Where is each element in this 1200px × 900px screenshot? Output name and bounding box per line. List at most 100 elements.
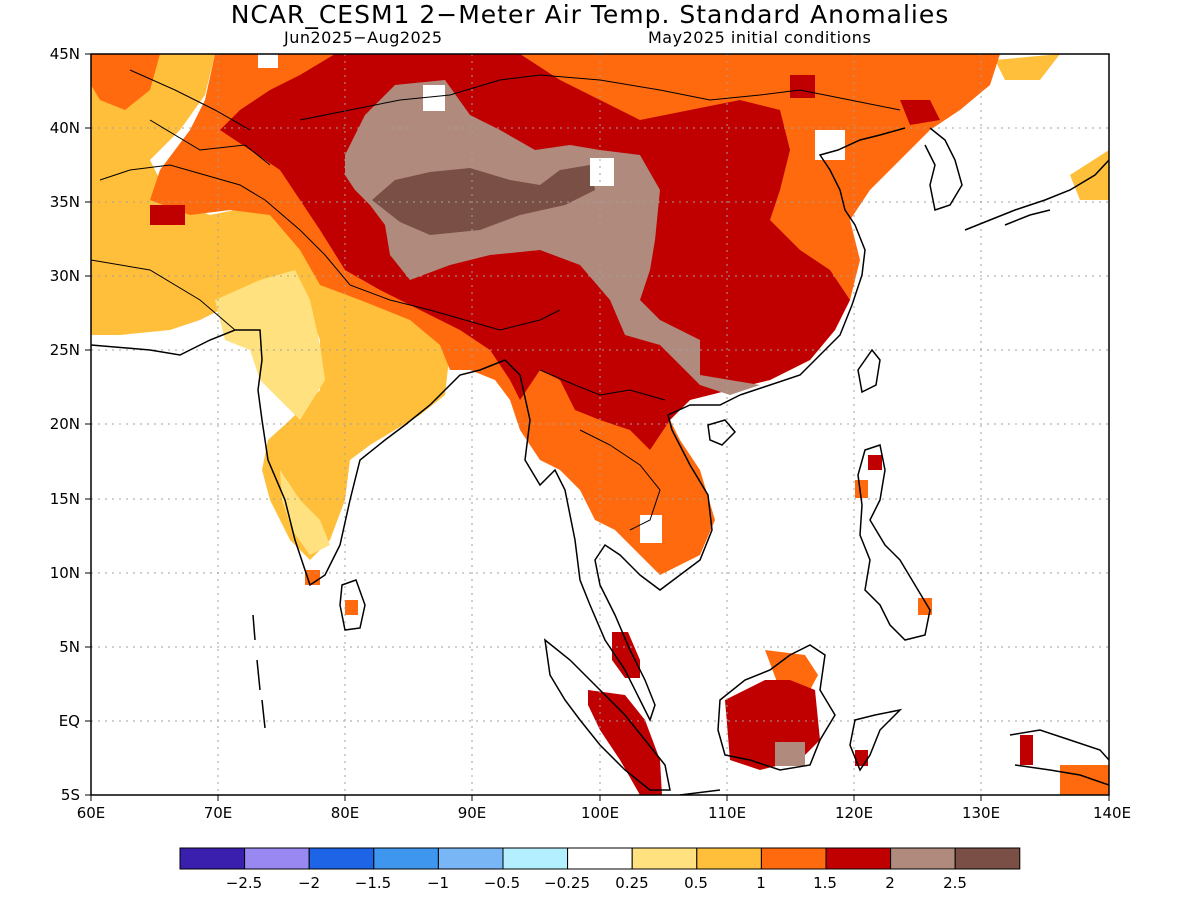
lat-label: EQ: [59, 712, 80, 730]
colorbar-swatch: [696, 847, 762, 870]
lon-label: 100E: [581, 804, 619, 822]
colorbar-swatch: [308, 847, 375, 870]
lat-label: 30N: [50, 267, 80, 285]
border: [579, 429, 661, 531]
colorbar-label: 1.5: [813, 874, 837, 892]
colorbar-swatch: [825, 847, 892, 870]
lon-label: 140E: [1093, 804, 1131, 822]
coastline: [739, 127, 906, 396]
anomaly-region: [855, 480, 868, 498]
coastline: [1004, 209, 1051, 226]
lon-label: 60E: [77, 804, 106, 822]
coastline: [679, 789, 721, 795]
lat-label: 25N: [50, 341, 80, 359]
coastline: [252, 614, 266, 729]
lon-label: 90E: [458, 804, 487, 822]
colorbar-label: −0.25: [544, 874, 590, 892]
anomaly-region: [868, 455, 882, 470]
colorbar-swatch: [373, 847, 439, 870]
colorbar-label: −0.5: [484, 874, 520, 892]
colorbar-swatch: [244, 847, 310, 870]
colorbar-swatch: [760, 847, 827, 870]
coastline: [924, 127, 963, 211]
colorbar-swatch: [179, 847, 246, 870]
anomaly-region: [345, 80, 760, 395]
colorbar-labels: −2.5 −2 −1.5 −1 −0.5 −0.25 0.25 0.5 1 1.…: [226, 874, 967, 892]
coastline: [1014, 764, 1109, 786]
coastline: [543, 638, 671, 791]
anomaly-region: [1070, 150, 1109, 200]
colorbar-label: 2: [885, 874, 895, 892]
lat-label: 5N: [59, 638, 80, 656]
border: [299, 74, 901, 121]
anomaly-region: [262, 250, 450, 560]
lon-label: 80E: [331, 804, 360, 822]
lat-label: 45N: [50, 45, 80, 63]
lat-label: 20N: [50, 415, 80, 433]
colorbar-label: 0.25: [615, 874, 648, 892]
lat-label: 40N: [50, 119, 80, 137]
lon-label: 120E: [835, 804, 873, 822]
colorbar-swatch: [567, 847, 633, 870]
lon-tick-labels: 60E 70E 80E 90E 100E 110E 120E 130E 140E: [77, 804, 1131, 822]
coastline: [964, 159, 1109, 231]
coastline: [857, 444, 931, 641]
anomaly-shading: [91, 54, 1109, 795]
coastline: [519, 374, 741, 722]
borders: [91, 69, 901, 531]
anomaly-region: [91, 54, 160, 110]
coastline: [707, 419, 737, 446]
lat-tick-labels: 45N 40N 35N 30N 25N 20N 15N 10N 5N EQ 5S: [50, 45, 80, 804]
anomaly-region: [900, 100, 940, 125]
anomaly-region: [612, 632, 640, 678]
colorbar-label: −1.5: [355, 874, 391, 892]
anomaly-region: [345, 600, 358, 615]
coastline: [717, 644, 836, 771]
anomaly-region: [1020, 735, 1033, 765]
anomaly-region: [215, 270, 325, 420]
anomaly-region: [372, 165, 595, 235]
colorbar-swatch: [502, 847, 569, 870]
lon-label: 130E: [962, 804, 1000, 822]
coastline: [849, 708, 903, 772]
border: [91, 259, 236, 331]
anomaly-region: [775, 742, 805, 766]
colorbar-swatch: [890, 847, 956, 870]
lat-label: 15N: [50, 490, 80, 508]
gridlines: [91, 54, 1109, 795]
coastline: [339, 579, 366, 631]
initial-conditions-label: May2025 initial conditions: [648, 28, 872, 47]
lat-label: 35N: [50, 193, 80, 211]
anomaly-region: [588, 690, 662, 795]
colorbar-swatch: [631, 847, 698, 870]
colorbar-label: −1: [427, 874, 449, 892]
anomaly-region: [280, 470, 330, 555]
lon-label: 70E: [204, 804, 233, 822]
coastline: [1009, 729, 1109, 761]
tick-marks: [85, 53, 1110, 801]
colorbar-label: 1: [756, 874, 766, 892]
colorbar-label: 2.5: [943, 874, 967, 892]
colorbar-swatch: [954, 847, 1021, 870]
anomaly-region: [918, 598, 932, 615]
anomaly-region: [1060, 765, 1109, 795]
lon-label: 110E: [708, 804, 746, 822]
chart-title: NCAR_CESM1 2−Meter Air Temp. Standard An…: [230, 0, 950, 29]
lat-label: 10N: [50, 564, 80, 582]
colorbar-label: 0.5: [684, 874, 708, 892]
anomaly-region: [91, 54, 330, 335]
colorbar-swatches: [179, 847, 1021, 870]
border: [539, 369, 666, 401]
lat-label: 5S: [61, 786, 80, 804]
coastline: [857, 348, 881, 394]
colorbar-label: −2.5: [226, 874, 262, 892]
border: [99, 164, 266, 201]
anomaly-region: [150, 205, 185, 225]
period-label: Jun2025−Aug2025: [284, 28, 443, 47]
colorbar-label: −2: [298, 874, 320, 892]
border: [264, 199, 561, 331]
border: [129, 69, 251, 131]
border: [149, 119, 271, 166]
